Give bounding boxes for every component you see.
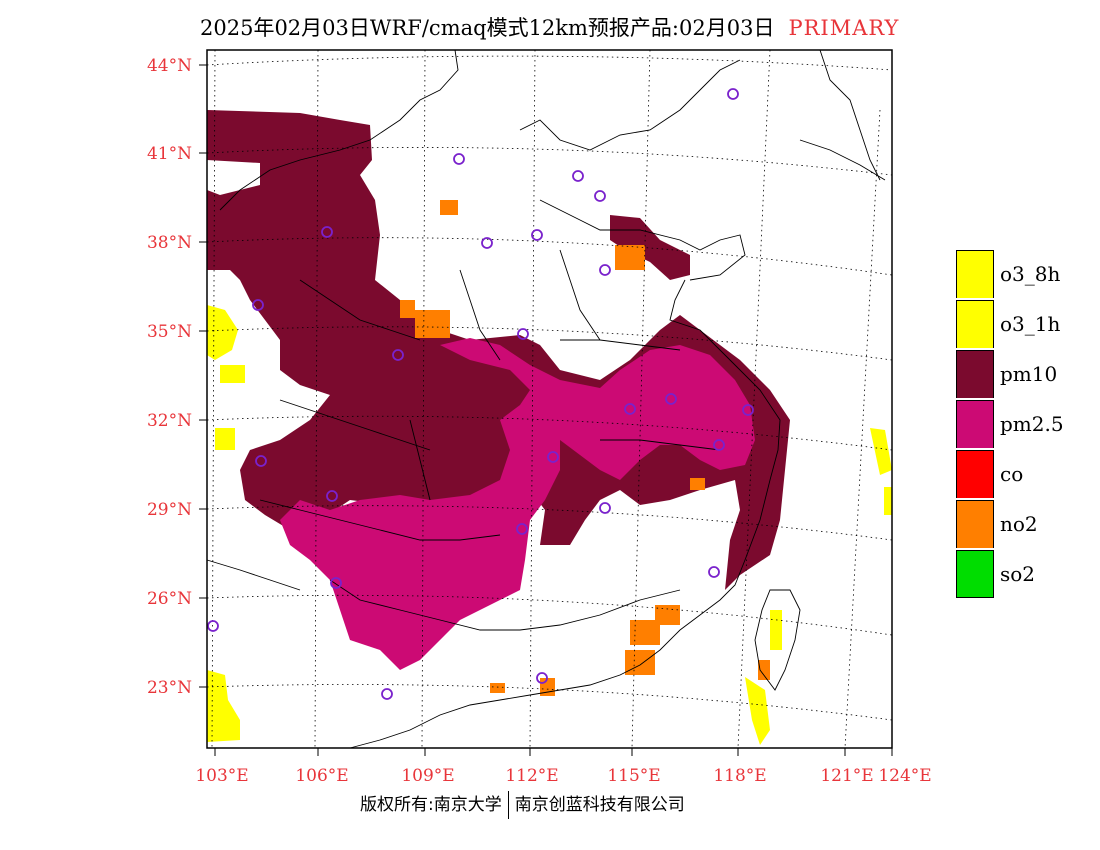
boundaries	[206, 49, 886, 749]
footer-right: 南京创蓝科技有限公司	[514, 795, 685, 815]
station-marker	[517, 328, 529, 340]
station-marker	[481, 237, 493, 249]
station-marker	[381, 688, 393, 700]
station-marker	[547, 451, 559, 463]
station-marker	[742, 404, 754, 416]
legend-label: pm10	[1000, 362, 1058, 386]
legend-item-co: co	[956, 449, 1064, 499]
station-marker	[572, 170, 584, 182]
station-marker	[252, 299, 264, 311]
lon-label: 118°E	[713, 766, 766, 786]
lon-label: 106°E	[295, 766, 348, 786]
lat-label: 35°N	[147, 322, 192, 342]
legend-swatch	[956, 350, 994, 398]
station-marker	[392, 349, 404, 361]
lon-label: 124°E	[878, 766, 931, 786]
footer-left: 版权所有:南京大学	[360, 795, 502, 815]
legend-item-so2: so2	[956, 549, 1064, 599]
legend-item-o3-1h: o3_1h	[956, 299, 1064, 349]
legend-label: co	[1000, 462, 1024, 486]
legend-swatch	[956, 300, 994, 348]
station-marker	[665, 393, 677, 405]
legend-swatch	[956, 400, 994, 448]
lat-label: 44°N	[147, 56, 192, 76]
lon-label: 112°E	[505, 766, 558, 786]
legend-item-o3-8h: o3_8h	[956, 249, 1064, 299]
station-marker	[536, 672, 548, 684]
pm25-regions	[280, 338, 755, 670]
lat-labels: 44°N 41°N 38°N 35°N 32°N 29°N 26°N 23°N	[147, 56, 192, 698]
legend-item-pm10: pm10	[956, 349, 1064, 399]
o3-patches	[207, 305, 892, 745]
lon-label: 121°E	[820, 766, 873, 786]
station-marker	[207, 620, 219, 632]
no2-patches	[400, 200, 770, 696]
legend-swatch	[956, 250, 994, 298]
legend-swatch	[956, 450, 994, 498]
station-marker	[531, 229, 543, 241]
lat-label: 26°N	[147, 589, 192, 609]
station-marker	[594, 190, 606, 202]
station-marker	[453, 153, 465, 165]
lon-ticks	[214, 748, 893, 756]
lat-label: 41°N	[147, 144, 192, 164]
station-markers	[207, 88, 754, 700]
legend-item-no2: no2	[956, 499, 1064, 549]
station-marker	[624, 403, 636, 415]
station-marker	[713, 439, 725, 451]
legend-swatch	[956, 500, 994, 548]
legend-label: so2	[1000, 562, 1036, 586]
legend-swatch	[956, 550, 994, 598]
legend-label: pm2.5	[1000, 412, 1064, 436]
station-marker	[708, 566, 720, 578]
title-tag: PRIMARY	[788, 16, 900, 40]
legend-label: o3_1h	[1000, 312, 1061, 336]
legend-item-pm25: pm2.5	[956, 399, 1064, 449]
map-area	[206, 49, 893, 749]
lat-ticks	[199, 64, 207, 688]
station-marker	[330, 577, 342, 589]
station-marker	[727, 88, 739, 100]
station-marker	[321, 226, 333, 238]
lon-label: 115°E	[607, 766, 660, 786]
legend: o3_8h o3_1h pm10 pm2.5 co no2 so2	[956, 249, 1064, 599]
legend-label: o3_8h	[1000, 262, 1061, 286]
lat-label: 23°N	[147, 678, 192, 698]
lon-labels: 103°E 106°E 109°E 112°E 115°E 118°E 121°…	[195, 766, 931, 786]
station-marker	[326, 490, 338, 502]
map-frame	[206, 49, 893, 749]
station-marker	[516, 523, 528, 535]
graticule	[206, 49, 893, 749]
lat-label: 32°N	[147, 411, 192, 431]
station-marker	[255, 455, 267, 467]
copyright-footer: 版权所有:南京大学 南京创蓝科技有限公司	[360, 790, 685, 819]
lat-label: 29°N	[147, 500, 192, 520]
lon-label: 103°E	[195, 766, 248, 786]
lat-label: 38°N	[147, 233, 192, 253]
station-marker	[599, 264, 611, 276]
legend-label: no2	[1000, 512, 1038, 536]
footer-separator	[507, 791, 509, 819]
title-main: 2025年02月03日WRF/cmaq模式12km预报产品:02月03日	[200, 16, 775, 40]
map-title: 2025年02月03日WRF/cmaq模式12km预报产品:02月03日 PRIM…	[200, 12, 899, 42]
station-marker	[599, 502, 611, 514]
lon-label: 109°E	[401, 766, 454, 786]
